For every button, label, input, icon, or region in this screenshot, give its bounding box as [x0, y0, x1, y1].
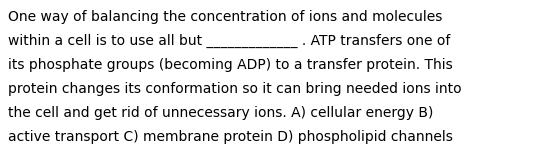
Text: its phosphate groups (becoming ADP) to a transfer protein. This: its phosphate groups (becoming ADP) to a… — [8, 58, 453, 72]
Text: protein changes its conformation so it can bring needed ions into: protein changes its conformation so it c… — [8, 82, 461, 96]
Text: active transport C) membrane protein D) phospholipid channels: active transport C) membrane protein D) … — [8, 130, 453, 144]
Text: within a cell is to use all but _____________ . ATP transfers one of: within a cell is to use all but ________… — [8, 34, 450, 48]
Text: One way of balancing the concentration of ions and molecules: One way of balancing the concentration o… — [8, 10, 442, 24]
Text: the cell and get rid of unnecessary ions. A) cellular energy B): the cell and get rid of unnecessary ions… — [8, 106, 434, 120]
